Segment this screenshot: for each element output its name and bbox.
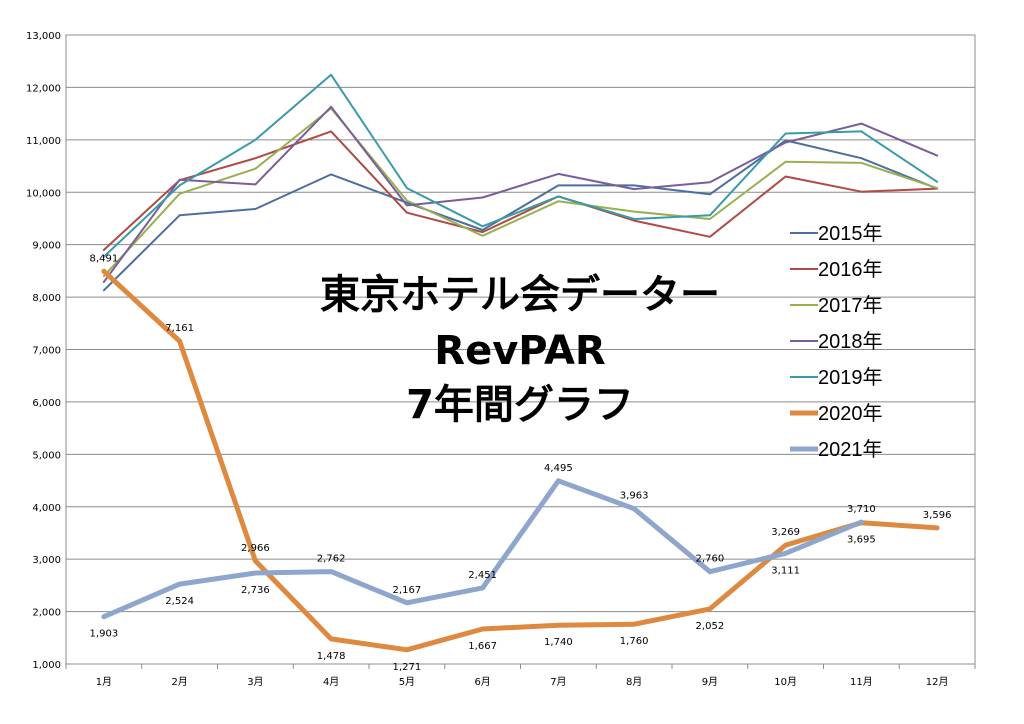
x-tick-label: 8月 bbox=[626, 676, 642, 688]
legend-label: 2015年 bbox=[818, 222, 883, 245]
data-label-2020年: 3,596 bbox=[923, 510, 952, 521]
y-tick-label: 2,000 bbox=[32, 608, 61, 619]
y-tick-label: 6,000 bbox=[32, 398, 61, 409]
data-label-2021年: 3,111 bbox=[771, 565, 800, 576]
data-label-2020年: 1,478 bbox=[317, 651, 346, 662]
data-label-2021年: 2,524 bbox=[165, 596, 194, 607]
data-label-2021年: 4,495 bbox=[544, 463, 573, 474]
x-tick-label: 4月 bbox=[323, 676, 339, 688]
grid-lines bbox=[66, 34, 975, 665]
legend-label: 2021年 bbox=[818, 438, 883, 461]
chart-title: 東京ホテル会データー RevPAR 7年間グラフ bbox=[320, 272, 720, 428]
y-tick-label: 8,000 bbox=[32, 293, 61, 304]
data-label-2021年: 2,762 bbox=[317, 554, 346, 565]
y-tick-label: 7,000 bbox=[32, 346, 61, 357]
series-line-2017年 bbox=[102, 107, 939, 278]
x-tick-label: 1月 bbox=[96, 676, 112, 688]
data-label-2021年: 2,760 bbox=[696, 554, 725, 565]
y-tick-label: 5,000 bbox=[32, 450, 61, 461]
series-lines bbox=[101, 73, 940, 653]
legend: 2015年 2016年 2017年 2018年 2019年 2020年 2021年 bbox=[790, 222, 883, 461]
title-line-2: RevPAR bbox=[434, 328, 605, 374]
x-tick-label: 12月 bbox=[926, 676, 949, 688]
data-label-2021年: 3,710 bbox=[847, 504, 876, 515]
legend-label: 2018年 bbox=[818, 330, 883, 353]
y-tick-label: 4,000 bbox=[32, 503, 61, 514]
x-tick-label: 2月 bbox=[171, 676, 187, 688]
x-tick-label: 11月 bbox=[850, 676, 873, 688]
data-label-2020年: 3,269 bbox=[771, 527, 800, 538]
series-line-2019年 bbox=[102, 73, 939, 258]
x-tick-label: 5月 bbox=[399, 676, 415, 688]
y-tick-label: 1,000 bbox=[32, 660, 61, 671]
data-label-2020年: 2,052 bbox=[696, 621, 725, 632]
y-tick-label: 12,000 bbox=[26, 83, 61, 94]
series-line-2016年 bbox=[102, 130, 939, 251]
data-label-2020年: 7,161 bbox=[165, 323, 194, 334]
x-tick-label: 6月 bbox=[474, 676, 490, 688]
title-line-3: 7年間グラフ bbox=[406, 382, 634, 428]
data-label-2020年: 3,695 bbox=[847, 535, 876, 546]
series-line-2015年 bbox=[102, 139, 939, 292]
x-tick-label: 7月 bbox=[550, 676, 566, 688]
data-label-2021年: 2,451 bbox=[468, 570, 497, 581]
data-label-2020年: 1,740 bbox=[544, 637, 573, 648]
legend-label: 2019年 bbox=[818, 366, 883, 389]
x-tick-label: 10月 bbox=[774, 676, 797, 688]
series-line-2021年 bbox=[101, 478, 864, 620]
y-tick-label: 11,000 bbox=[26, 136, 61, 147]
data-label-2020年: 1,760 bbox=[620, 636, 649, 647]
series-line-2018年 bbox=[102, 105, 939, 283]
data-label-2020年: 2,966 bbox=[241, 543, 270, 554]
axes: 1,000 2,000 3,000 4,000 5,000 6,000 7,000 8,000… bbox=[26, 31, 976, 688]
y-tick-label: 3,000 bbox=[32, 555, 61, 566]
title-line-1: 東京ホテル会データー bbox=[320, 272, 720, 318]
y-tick-label: 10,000 bbox=[26, 188, 61, 199]
x-tick-label: 9月 bbox=[702, 676, 718, 688]
data-label-2021年: 3,963 bbox=[620, 491, 649, 502]
data-label-2021年: 1,903 bbox=[90, 629, 119, 640]
data-label-2021年: 2,167 bbox=[393, 585, 422, 596]
data-label-2020年: 8,491 bbox=[90, 253, 119, 264]
y-tick-label: 13,000 bbox=[26, 31, 61, 42]
y-tick-label: 9,000 bbox=[32, 241, 61, 252]
data-labels: 8,491 7,161 2,966 1,478 1,271 1,667 1,740 1,760… bbox=[90, 253, 952, 672]
data-label-2021年: 2,736 bbox=[241, 585, 270, 596]
legend-label: 2016年 bbox=[818, 258, 883, 281]
series-line-2020年 bbox=[101, 268, 940, 653]
data-label-2020年: 1,667 bbox=[468, 641, 497, 652]
x-tick-label: 3月 bbox=[247, 676, 263, 688]
legend-label: 2017年 bbox=[818, 294, 883, 317]
data-label-2020年: 1,271 bbox=[393, 662, 422, 673]
legend-label: 2020年 bbox=[818, 402, 883, 425]
